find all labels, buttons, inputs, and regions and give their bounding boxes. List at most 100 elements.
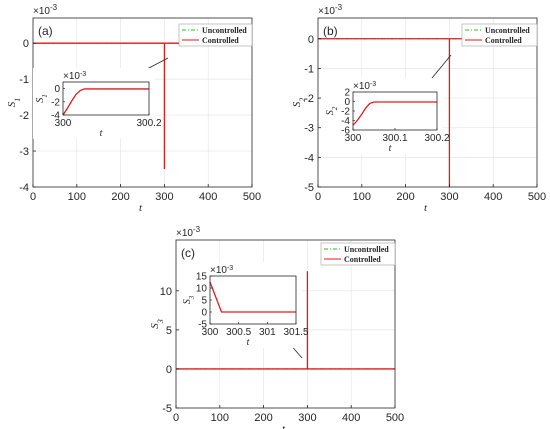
x-tick-label: 400: [199, 191, 217, 203]
inset-y-axis-label: S3: [182, 295, 196, 304]
inset-x-tick-label: 300: [202, 327, 219, 338]
y-axis-label: S2: [291, 98, 307, 108]
inset-exponent-power: -3: [227, 265, 233, 272]
inset-x-tick-label: 300: [345, 133, 362, 144]
x-tick-label: 300: [440, 191, 458, 203]
x-tick-label: 200: [396, 191, 414, 203]
inset-y-tick-label: -4: [341, 116, 350, 127]
x-tick-label: 0: [315, 191, 321, 203]
y-tick-label: -2: [304, 93, 314, 105]
x-tick-label: 300: [298, 412, 316, 424]
inset-y-axis-label: S1: [35, 94, 49, 103]
y-tick-label: -3: [304, 123, 314, 135]
inset-y-tick-label: -2: [341, 107, 350, 118]
inset-series-line: [209, 281, 296, 313]
axes-box: [175, 239, 396, 409]
y-tick-label: 10: [160, 286, 172, 298]
inset-x-tick-label: 301: [259, 327, 276, 338]
inset-y-tick-label: 5: [201, 296, 207, 307]
inset-y-tick-label: 0: [201, 308, 207, 319]
y-exponent-label: ×10-3: [33, 3, 58, 18]
inset-y-tick-label: 2: [344, 88, 350, 99]
y-tick-label: -1: [19, 74, 29, 86]
y-axis-label-subscript: 1: [13, 98, 22, 102]
x-axis-label: t: [282, 423, 286, 429]
x-tick-label: 100: [68, 191, 86, 203]
y-tick-label: -3: [19, 146, 29, 158]
y-exponent-power: -3: [193, 225, 201, 234]
x-tick-label: 500: [528, 191, 546, 203]
inset-y-tick-label: 0: [54, 84, 60, 95]
y-axis-label-subscript: 2: [298, 98, 307, 102]
inset-y-tick-label: -5: [198, 320, 207, 331]
inset-x-tick-label: 300.2: [136, 118, 161, 129]
panel-tag: (c): [181, 246, 195, 260]
legend-label-uncontrolled: Uncontrolled: [344, 245, 389, 254]
legend-label-controlled: Controlled: [344, 255, 381, 264]
inset-y-axis-label: S2: [325, 106, 339, 115]
x-tick-label: 0: [30, 191, 36, 203]
y-tick-label: -1: [304, 63, 314, 75]
inset-x-axis-label: t: [247, 337, 250, 348]
inset-axes-box: [62, 81, 150, 116]
inset-y-tick-label: -4: [51, 111, 60, 122]
legend-label-uncontrolled: Uncontrolled: [202, 26, 247, 35]
inset-exponent-power: -3: [370, 81, 376, 88]
y-exponent-label: ×10-3: [318, 3, 343, 18]
inset-background: [33, 68, 155, 139]
legend-label-uncontrolled: Uncontrolled: [485, 26, 530, 35]
legend-label-controlled: Controlled: [202, 36, 239, 45]
y-tick-label: 0: [308, 34, 314, 46]
inset-x-axis-label: t: [100, 128, 103, 139]
y-tick-label: -4: [19, 182, 29, 194]
chart-panel-1: 0 100 200 300 400 500 -4 -3 -2 -1 0 t S1 ×10-3 (a) Unco…: [6, 3, 261, 215]
inset-y-tick-label: 0: [344, 97, 350, 108]
inset-x-tick-label: 301.5: [283, 327, 308, 338]
y-axis-label-subscript: 3: [156, 319, 165, 324]
panel-tag: (b): [323, 24, 338, 38]
y-tick-label: -4: [304, 152, 314, 164]
inset-exponent-label: ×10-3: [63, 71, 86, 83]
x-tick-label: 200: [254, 412, 272, 424]
x-tick-label: 500: [243, 191, 261, 203]
inset-exponent-power: -3: [80, 71, 86, 78]
series-line-controlled: [176, 271, 395, 370]
inset-x-tick-label: 300: [55, 118, 72, 129]
inset-series-line: [62, 88, 149, 116]
inset-exponent-label: ×10-3: [353, 81, 376, 93]
inset-x-tick-label: 300.1: [382, 133, 407, 144]
y-exponent-power: -3: [335, 3, 343, 12]
y-exponent-power: -3: [50, 3, 58, 12]
inset-x-tick-label: 300.5: [226, 327, 251, 338]
y-tick-label: 0: [166, 364, 172, 376]
y-axis-label: S1: [6, 98, 22, 108]
inset-y-axis-label-subscript: 1: [41, 94, 49, 98]
inset-exponent-label: ×10-3: [210, 265, 233, 277]
inset-x-tick-label: 300.2: [424, 133, 449, 144]
y-exponent-label: ×10-3: [176, 225, 201, 240]
x-axis-label: t: [139, 202, 143, 214]
inset-series-line: [352, 101, 437, 126]
x-tick-label: 100: [353, 191, 371, 203]
inset-y-axis-label-subscript: 3: [188, 295, 196, 300]
legend-label-controlled: Controlled: [485, 36, 522, 45]
x-axis-label: t: [424, 202, 428, 214]
inset-y-tick-label: 15: [196, 272, 208, 283]
x-tick-label: 500: [386, 412, 404, 424]
x-tick-label: 300: [155, 191, 173, 203]
x-tick-label: 400: [342, 412, 360, 424]
x-tick-label: 400: [484, 191, 502, 203]
x-tick-label: 100: [211, 412, 229, 424]
y-tick-label: -2: [19, 110, 29, 122]
y-axis-label: S3: [149, 319, 165, 329]
y-tick-label: 0: [23, 38, 29, 50]
y-tick-label: -5: [304, 182, 314, 194]
inset-y-tick-label: 10: [196, 284, 208, 295]
chart-panel-2: 0 100 200 300 400 500 -5 -4 -3 -2 -1 0 t S2 ×10-3 (b) Un…: [291, 3, 546, 215]
inset-x-axis-label: t: [389, 143, 392, 154]
x-tick-label: 0: [173, 412, 179, 424]
